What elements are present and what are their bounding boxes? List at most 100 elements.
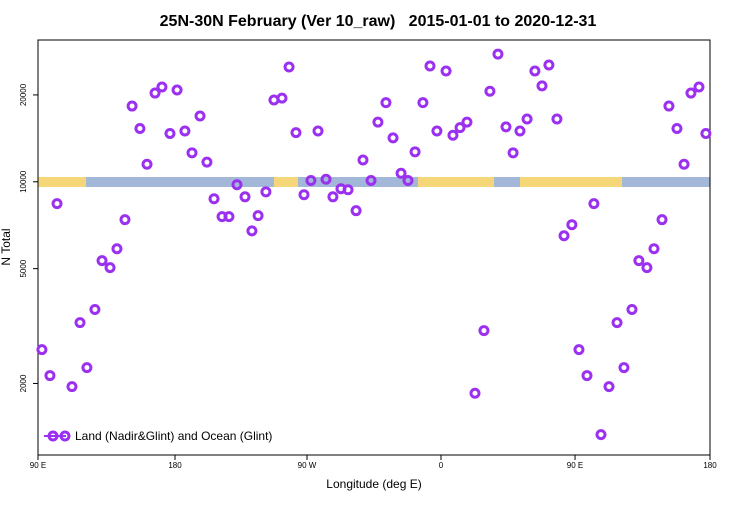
x-tick-label: 180 — [168, 461, 182, 470]
point — [693, 81, 705, 93]
point — [350, 205, 362, 217]
point — [536, 80, 548, 92]
point — [164, 127, 176, 139]
point — [283, 61, 295, 73]
point — [290, 127, 302, 139]
point — [581, 370, 593, 382]
y-tick-label: 2000 — [19, 374, 28, 392]
point — [276, 92, 288, 104]
point — [320, 173, 332, 185]
point — [424, 60, 436, 72]
point — [156, 81, 168, 93]
point — [342, 184, 354, 196]
legend-label: Land (Nadir&Glint) and Ocean (Glint) — [75, 429, 272, 443]
point — [81, 362, 93, 374]
point — [618, 362, 630, 374]
point — [484, 85, 496, 97]
point — [208, 193, 220, 205]
point — [492, 48, 504, 60]
point — [595, 429, 607, 441]
point — [260, 186, 272, 198]
point — [633, 255, 645, 267]
point — [239, 191, 251, 203]
point — [543, 59, 555, 71]
point — [246, 225, 258, 237]
point — [111, 243, 123, 255]
point — [588, 198, 600, 210]
point — [179, 125, 191, 137]
legend-marker — [59, 430, 71, 442]
point — [573, 344, 585, 356]
point — [461, 116, 473, 128]
point — [700, 127, 712, 139]
plot-frame — [37, 39, 711, 456]
point — [685, 87, 697, 99]
point — [671, 122, 683, 134]
point — [402, 175, 414, 187]
point — [119, 214, 131, 226]
point — [603, 381, 615, 393]
point — [194, 110, 206, 122]
x-tick-label: 90 E — [30, 461, 46, 470]
point — [357, 154, 369, 166]
point — [89, 303, 101, 315]
y-tick-label: 5000 — [19, 259, 28, 277]
point — [126, 100, 138, 112]
point — [298, 189, 310, 201]
point — [478, 325, 490, 337]
point — [134, 122, 146, 134]
point — [223, 211, 235, 223]
point — [626, 303, 638, 315]
legend-marker — [47, 430, 59, 442]
chart-title: 25N-30N February (Ver 10_raw) 2015-01-01… — [160, 13, 597, 30]
point — [678, 158, 690, 170]
point — [44, 370, 56, 382]
point — [252, 210, 264, 222]
point — [440, 65, 452, 77]
point — [372, 116, 384, 128]
point — [201, 156, 213, 168]
point — [380, 97, 392, 109]
point — [507, 147, 519, 159]
point — [51, 198, 63, 210]
point — [551, 113, 563, 125]
point — [656, 214, 668, 226]
point — [96, 255, 108, 267]
point — [409, 146, 421, 158]
point — [648, 243, 660, 255]
y-axis-label: N Total — [0, 228, 13, 265]
point — [529, 65, 541, 77]
point — [231, 179, 243, 191]
point — [305, 175, 317, 187]
y-tick-label: 20000 — [19, 83, 28, 106]
x-tick-label: 90 E — [567, 461, 583, 470]
point — [149, 87, 161, 99]
point — [171, 84, 183, 96]
point — [663, 100, 675, 112]
point — [611, 317, 623, 329]
point — [186, 147, 198, 159]
point — [74, 317, 86, 329]
point — [417, 97, 429, 109]
point — [327, 191, 339, 203]
point — [447, 129, 459, 141]
point — [521, 113, 533, 125]
point — [431, 125, 443, 137]
point — [514, 125, 526, 137]
point — [365, 175, 377, 187]
point — [312, 125, 324, 137]
point — [66, 381, 78, 393]
point — [36, 344, 48, 356]
point — [500, 121, 512, 133]
point — [387, 132, 399, 144]
point — [454, 122, 466, 134]
x-tick-label: 180 — [703, 461, 717, 470]
x-tick-label: 0 — [439, 461, 444, 470]
y-tick-label: 10000 — [19, 170, 28, 193]
point — [104, 262, 116, 274]
x-axis-label: Longitude (deg E) — [326, 477, 421, 491]
point — [395, 167, 407, 179]
point — [566, 219, 578, 231]
point — [558, 230, 570, 242]
